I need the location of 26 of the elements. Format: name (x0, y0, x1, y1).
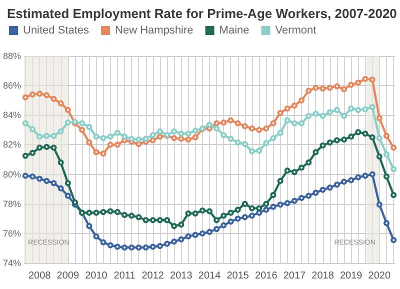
legend-label: United States (23, 24, 90, 36)
x-tick-label: 2018 (312, 270, 334, 282)
y-tick-label: 80% (3, 169, 22, 180)
x-tick-label: 2013 (170, 270, 193, 282)
x-tick-label: 2012 (142, 270, 164, 282)
y-tick-label: 82% (3, 140, 22, 150)
x-tick-label: 2014 (198, 270, 222, 282)
x-tick-label: 2008 (28, 270, 52, 282)
x-tick-label: 2016 (255, 270, 278, 282)
y-tick-label: 86% (3, 80, 22, 91)
y-tick-label: 76% (3, 228, 22, 238)
y-tick-label: 84% (3, 110, 22, 120)
x-tick-label: 2017 (283, 270, 306, 282)
y-tick-label: 74% (3, 258, 22, 268)
legend-label: Maine (219, 24, 250, 36)
y-tick-label: 78% (3, 198, 22, 209)
x-tick-label: 2019 (340, 270, 363, 282)
x-tick-label: 2011 (114, 270, 136, 282)
y-tick-label: 88% (3, 51, 22, 61)
x-tick-label: 2009 (56, 270, 80, 282)
x-tick-label: 2010 (85, 270, 108, 282)
chart-title: Estimated Employment Rate for Prime-Age Workers, 2007-2020 (7, 6, 397, 21)
legend-label: New Hampshire (115, 24, 194, 36)
x-tick-label: 2020 (368, 270, 391, 282)
legend-label: Vermont (275, 24, 316, 36)
x-tick-label: 2015 (226, 270, 250, 282)
